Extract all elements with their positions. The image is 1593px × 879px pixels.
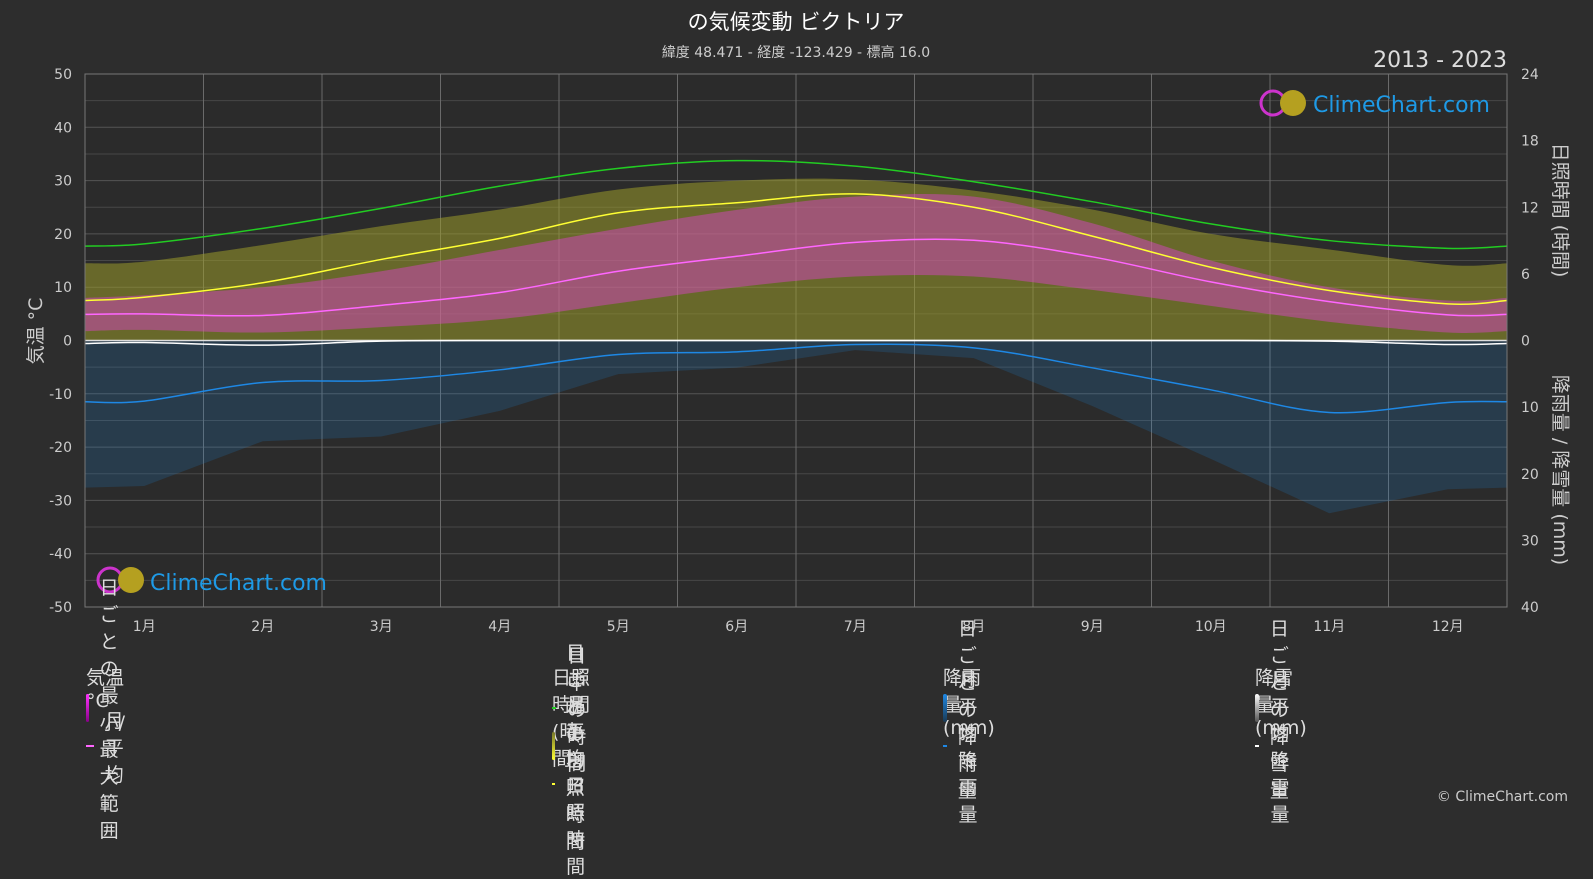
right-top-tick-label: 12	[1521, 200, 1539, 216]
right-bottom-axis-label: 降雨量 / 降雪量 (mm)	[1549, 375, 1571, 565]
left-tick-label: 40	[54, 120, 72, 136]
chart-title: の気候変動 ビクトリア	[688, 10, 905, 34]
left-tick-label: -50	[49, 600, 72, 616]
month-tick-label: 7月	[844, 619, 867, 635]
sunshine-avg-line	[84, 193, 1508, 305]
daylight-line	[84, 159, 1508, 250]
left-tick-label: 30	[54, 174, 72, 190]
month-tick-label: 4月	[488, 619, 511, 635]
month-tick-label: 6月	[725, 619, 748, 635]
logo-top: ClimeChart.com	[1259, 89, 1490, 118]
sunshine-swatch	[552, 732, 555, 760]
logo-sun-icon	[1280, 90, 1306, 116]
logo-bottom: ClimeChart.com	[96, 566, 327, 596]
legend-snow: 降雪量 (mm) 日ごとの降雪量 月平均降雪量	[1255, 618, 1307, 826]
right-bottom-tick-label: 30	[1521, 533, 1539, 549]
legend-temp: 気温 °C 日ごとの最小/最大範囲 月平均	[86, 577, 136, 842]
left-tick-label: -10	[49, 387, 72, 403]
right-top-tick-label: 24	[1521, 67, 1539, 83]
left-tick-label: 50	[54, 67, 72, 83]
right-top-tick-label: 0	[1521, 334, 1530, 350]
copyright: © ClimeChart.com	[1437, 789, 1568, 805]
month-tick-label: 8月	[962, 619, 985, 635]
legend-sun-avg: 月平均日照時間	[552, 694, 596, 878]
legend-temp-avg: 月平均	[86, 710, 136, 786]
right-bottom-tick-label: 10	[1521, 400, 1539, 416]
left-tick-label: 0	[63, 334, 72, 350]
plot-border	[84, 73, 1508, 608]
legend-sun-header: 日照時間 (時間)	[552, 667, 591, 770]
legend-rain-header: 降雨量 (mm)	[943, 667, 995, 739]
temperature-avg-line	[84, 238, 1508, 317]
legend-snow-daily: 日ごとの降雪量	[1255, 618, 1307, 802]
legend-rain-avg: 月平均降雨量	[943, 669, 995, 826]
left-tick-label: 10	[54, 280, 72, 296]
rain-avg-line	[84, 343, 1508, 414]
climate-chart: の気候変動 ビクトリア 緯度 48.471 - 経度 -123.429 - 標高…	[25, 10, 1571, 805]
chart-subtitle: 緯度 48.471 - 経度 -123.429 - 標高 16.0	[662, 44, 930, 61]
snow-swatch	[1255, 694, 1259, 722]
legend-temp-avg-label: 月平均	[104, 709, 124, 786]
legend-snow-header: 降雪量 (mm)	[1255, 667, 1307, 739]
right-top-axis-label: 日照時間 (時間)	[1549, 143, 1571, 278]
month-tick-label: 5月	[607, 619, 630, 635]
right-top-tick-label: 18	[1521, 134, 1539, 150]
temp-range-swatch	[86, 694, 89, 722]
legend-snow-avg-label: 月平均降雪量	[1270, 669, 1290, 826]
right-top-tick-label: 6	[1521, 267, 1530, 283]
month-tick-label: 3月	[370, 619, 393, 635]
sunshine-avg-swatch	[552, 783, 556, 785]
rain-avg-swatch	[943, 745, 948, 747]
legend-sun-daylight-label: 日中の時間	[567, 644, 587, 775]
logo-text: ClimeChart.com	[1313, 93, 1490, 118]
month-tick-label: 1月	[133, 619, 156, 635]
temp-avg-swatch	[86, 745, 94, 747]
left-tick-label: -40	[49, 547, 72, 563]
left-axis-label: 気温 °C	[25, 298, 47, 365]
rain-area	[85, 340, 1507, 514]
legend-sun-daylight: 日中の時間	[552, 645, 596, 775]
snow-avg-swatch	[1255, 745, 1260, 747]
left-tick-label: 20	[54, 227, 72, 243]
left-tick-label: -20	[49, 440, 72, 456]
temperature-range-area	[85, 194, 1507, 333]
snow-avg-line	[84, 339, 1508, 346]
month-tick-label: 9月	[1081, 619, 1104, 635]
month-tick-label: 10月	[1195, 619, 1227, 635]
legend-temp-header: 気温 °C	[86, 667, 125, 712]
plot-area: 50 40 30 20 10 0 -10 -20 -30 -40 -50 24 18 12 6 0 10 20 30…	[49, 67, 1539, 635]
logo-sun-icon	[118, 567, 144, 593]
rain-swatch	[943, 694, 947, 722]
month-tick-label: 2月	[251, 619, 274, 635]
legend-rain-avg-label: 月平均降雨量	[958, 669, 978, 826]
right-bottom-tick-label: 20	[1521, 467, 1539, 483]
left-tick-label: -30	[49, 493, 72, 509]
legend-snow-daily-label: 日ごとの降雪量	[1269, 617, 1289, 802]
legend-rain-daily-label: 日ごとの降雨量	[957, 617, 977, 802]
right-bottom-tick-label: 40	[1521, 600, 1539, 616]
legend-rain: 降雨量 (mm) 日ごとの降雨量 月平均降雨量	[943, 618, 995, 826]
month-tick-label: 11月	[1313, 619, 1345, 635]
legend-rain-daily: 日ごとの降雨量	[943, 618, 995, 802]
legend-sun: 日照時間 (時間) 日中の時間 日ごとの日照時間 月平均日照時間	[552, 642, 596, 878]
legend-snow-avg: 月平均降雪量	[1255, 669, 1307, 826]
period-label: 2013 - 2023	[1373, 48, 1507, 73]
logo-text: ClimeChart.com	[150, 571, 327, 596]
legend-sun-avg-label: 月平均日照時間	[566, 693, 586, 878]
month-tick-label: 12月	[1432, 619, 1464, 635]
daylight-swatch	[552, 707, 557, 709]
